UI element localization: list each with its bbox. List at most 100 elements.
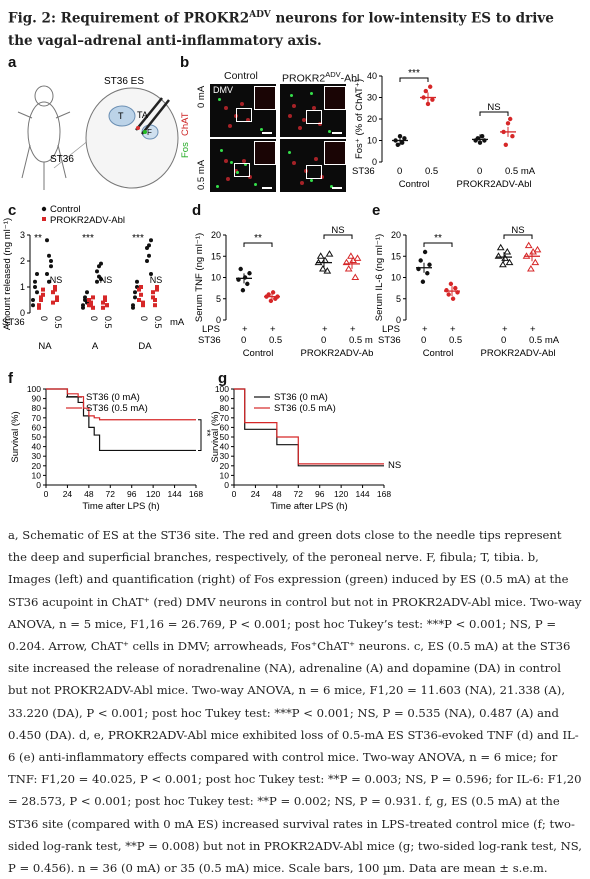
data-point <box>245 281 250 287</box>
data-point <box>101 300 105 305</box>
x-tick-label: 168 <box>377 489 391 499</box>
data-point <box>95 269 99 274</box>
x-tick-label: 0.5 <box>425 166 438 177</box>
y-axis-label: Serum IL-6 (ng ml⁻¹) <box>374 234 385 321</box>
data-point <box>344 265 353 272</box>
st36-label: ST36 <box>378 335 401 346</box>
st36-label: ST36 <box>352 166 375 177</box>
sig-label: *** <box>82 233 94 244</box>
sig-label: NS <box>50 275 63 285</box>
lps-plus: + <box>450 324 456 335</box>
data-point <box>325 250 334 257</box>
data-point <box>480 134 485 139</box>
x-tick-label: 24 <box>63 489 73 499</box>
y-tick-label: 40 <box>32 442 42 452</box>
data-point <box>133 295 137 300</box>
sig-label: NS <box>487 102 500 113</box>
data-point <box>494 252 503 259</box>
data-point <box>149 272 153 276</box>
sig-label: ** <box>254 233 262 244</box>
x-axis-label: Time after LPS (h) <box>270 501 347 512</box>
y-tick-label: 40 <box>220 442 230 452</box>
lps-plus: + <box>422 324 428 335</box>
lps-plus: + <box>322 324 328 335</box>
x-tick-label: 0.5 mA <box>505 166 536 177</box>
x-tick-label: 0 <box>89 316 99 321</box>
y-tick-label: 70 <box>32 413 42 423</box>
y-tick-label: 3 <box>20 230 25 240</box>
data-point <box>533 245 542 253</box>
data-point <box>499 260 507 268</box>
data-point <box>35 272 39 276</box>
x-tick-label: 0 <box>321 335 326 346</box>
sig-label: NS <box>100 275 113 285</box>
x-tick-label: 0.5 <box>153 316 163 329</box>
st36-label: ST36 <box>2 317 25 328</box>
panel-label-b: b <box>180 54 190 71</box>
sig-bracket <box>423 242 453 247</box>
micro-row-0ma: 0 mA <box>196 85 207 108</box>
data-point <box>41 292 45 297</box>
y-tick-label: 10 <box>220 470 230 480</box>
panel-label-e: e <box>372 202 381 219</box>
data-point <box>505 121 511 126</box>
x-axis-label: Time after LPS (h) <box>82 501 159 512</box>
legend-label: PROKR2ADV-Abl <box>50 215 125 226</box>
group-label: PROKR2ADV-Abl <box>457 179 532 190</box>
tibia-label: T <box>118 111 124 121</box>
data-point <box>508 116 513 122</box>
x-tick-label: 0.5 mA <box>349 335 373 346</box>
y-tick-label: 20 <box>211 230 221 240</box>
data-point <box>141 303 145 308</box>
lps-plus: + <box>350 324 356 335</box>
sig-label: NS <box>388 460 401 471</box>
survival-curve <box>234 388 384 465</box>
data-point <box>420 279 426 284</box>
data-point <box>240 288 246 293</box>
ta-label: TA <box>137 110 148 120</box>
data-point <box>105 303 109 308</box>
sig-label: *** <box>408 68 420 79</box>
x-tick-label: 72 <box>106 489 116 499</box>
micrograph-abl-05ma <box>280 139 346 192</box>
data-point <box>31 303 35 308</box>
data-point <box>448 281 454 287</box>
y-tick-label: 0 <box>20 308 25 318</box>
y-tick-label: 5 <box>216 294 221 304</box>
data-point <box>400 140 405 145</box>
sig-bracket <box>323 234 353 239</box>
group-label: PROKR2ADV-Abl <box>481 348 556 359</box>
y-tick-label: 0 <box>216 315 221 325</box>
data-point <box>39 298 43 302</box>
data-point <box>510 134 515 139</box>
x-tick-label: 96 <box>127 489 137 499</box>
data-point <box>55 295 59 300</box>
micro-col-control: Control <box>224 70 258 82</box>
y-tick-label: 0 <box>396 315 401 325</box>
y-tick-label: 100 <box>215 384 229 394</box>
x-tick-label: 0 <box>241 335 246 346</box>
data-point <box>427 262 432 267</box>
y-tick-label: 20 <box>367 114 377 124</box>
lps-plus: + <box>530 324 536 335</box>
data-point <box>133 290 137 295</box>
panel-label-a: a <box>8 54 17 71</box>
x-tick-label: 0.5 mA <box>529 335 560 346</box>
data-point <box>238 266 243 272</box>
data-point <box>31 298 35 302</box>
data-point <box>428 84 433 89</box>
x-tick-label: 0 <box>397 166 402 177</box>
y-tick-label: 60 <box>220 422 230 432</box>
data-point <box>153 298 157 302</box>
fibula-label: F <box>147 128 152 137</box>
data-point <box>155 287 159 292</box>
x-tick-label: 0.5 <box>269 335 282 346</box>
data-point <box>97 264 101 269</box>
data-point <box>423 88 428 94</box>
data-point <box>501 254 509 261</box>
x-tick-label: 0 <box>232 489 237 499</box>
data-point <box>496 243 505 251</box>
y-tick-label: 2 <box>20 256 25 266</box>
y-tick-label: 60 <box>32 422 42 432</box>
data-point <box>33 285 37 289</box>
